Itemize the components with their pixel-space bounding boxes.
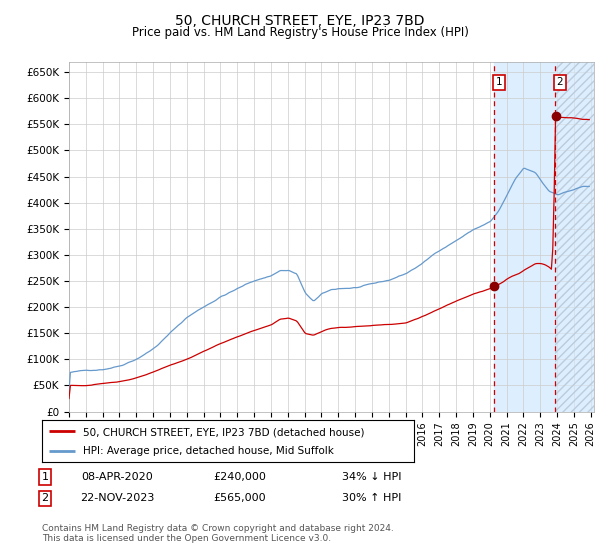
Text: 34% ↓ HPI: 34% ↓ HPI <box>342 472 402 482</box>
Text: 08-APR-2020: 08-APR-2020 <box>81 472 153 482</box>
Text: 1: 1 <box>41 472 49 482</box>
Bar <box>494 62 594 412</box>
Text: Price paid vs. HM Land Registry's House Price Index (HPI): Price paid vs. HM Land Registry's House … <box>131 26 469 39</box>
Text: 1: 1 <box>496 77 502 87</box>
Text: 2: 2 <box>41 493 49 503</box>
Text: Contains HM Land Registry data © Crown copyright and database right 2024.
This d: Contains HM Land Registry data © Crown c… <box>42 524 394 543</box>
Text: 2: 2 <box>557 77 563 87</box>
Text: 30% ↑ HPI: 30% ↑ HPI <box>343 493 401 503</box>
Text: 50, CHURCH STREET, EYE, IP23 7BD: 50, CHURCH STREET, EYE, IP23 7BD <box>175 14 425 28</box>
Text: £565,000: £565,000 <box>214 493 266 503</box>
Bar <box>555 62 594 412</box>
Bar <box>555 62 594 412</box>
Text: HPI: Average price, detached house, Mid Suffolk: HPI: Average price, detached house, Mid … <box>83 446 334 456</box>
Text: £240,000: £240,000 <box>214 472 266 482</box>
Text: 22-NOV-2023: 22-NOV-2023 <box>80 493 154 503</box>
Bar <box>555 62 594 412</box>
Text: 50, CHURCH STREET, EYE, IP23 7BD (detached house): 50, CHURCH STREET, EYE, IP23 7BD (detach… <box>83 427 364 437</box>
